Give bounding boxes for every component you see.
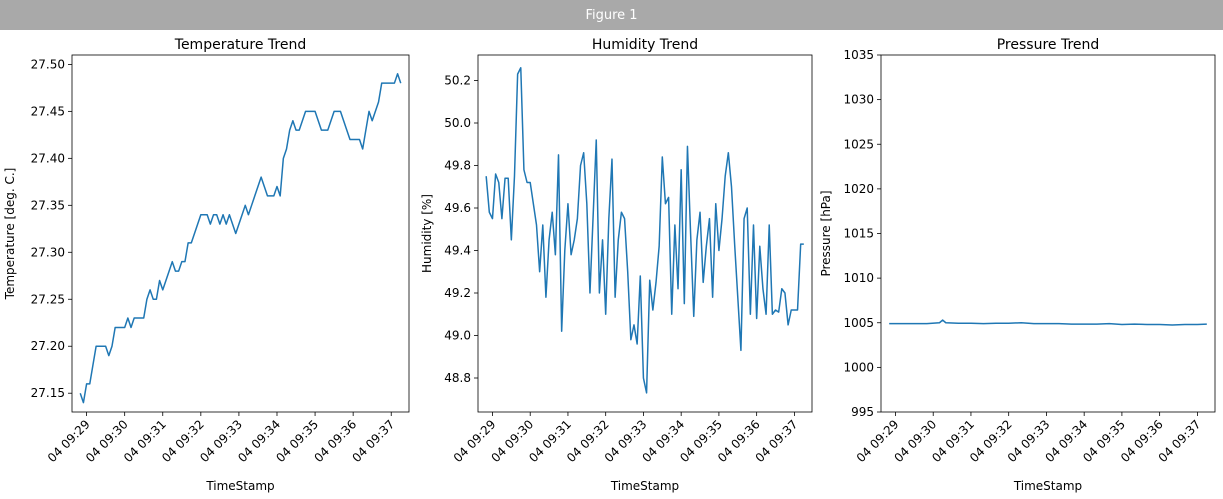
pressure-y-tick-label: 1005 [843, 316, 874, 330]
humidity-y-tick-label: 50.2 [444, 74, 471, 88]
temperature-y-tick-label: 27.30 [31, 245, 65, 259]
temperature-x-axis-label: TimeStamp [205, 479, 274, 493]
humidity-y-tick-label: 49.0 [444, 329, 471, 343]
pressure-y-tick-label: 1010 [843, 271, 874, 285]
figure-canvas: Temperature Trend 27.15 27.20 27.25 27.30 27.… [3, 37, 1216, 493]
temperature-y-tick-label: 27.45 [31, 104, 65, 118]
pressure-trend-chart: Pressure Trend 995 1000 1005 1010 1015 1020 102… [819, 37, 1216, 493]
temperature-x-tick-label: 04 09:37 [349, 417, 397, 465]
temperature-y-tick-label: 27.35 [31, 198, 65, 212]
humidity-x-axis-label: TimeStamp [610, 479, 679, 493]
temperature-y-tick-label: 27.40 [31, 151, 65, 165]
pressure-y-tick-label: 1015 [843, 227, 874, 241]
temperature-chart-title: Temperature Trend [174, 37, 306, 53]
humidity-y-tick-label: 49.4 [444, 244, 471, 258]
temperature-y-axis-label: Temperature [deg. C.] [3, 168, 17, 301]
pressure-chart-title: Pressure Trend [997, 37, 1100, 53]
temperature-series-line [79, 73, 402, 404]
temperature-trend-chart: Temperature Trend 27.15 27.20 27.25 27.30 27.… [3, 37, 410, 493]
humidity-chart-title: Humidity Trend [592, 37, 698, 53]
temperature-y-tick-label: 27.15 [31, 386, 65, 400]
pressure-y-tick-label: 995 [851, 405, 874, 419]
humidity-y-tick-label: 49.2 [444, 286, 471, 300]
pressure-series-line [889, 319, 1207, 326]
humidity-y-tick-label: 50.0 [444, 116, 471, 130]
pressure-y-tick-label: 1020 [843, 182, 874, 196]
humidity-trend-chart: Humidity Trend 48.8 49.0 49.2 49.4 49.6 49.8 50… [420, 37, 813, 493]
pressure-y-tick-label: 1025 [843, 137, 874, 151]
window-titlebar: Figure 1 [0, 0, 1223, 30]
pressure-y-axis-label: Pressure [hPa] [819, 190, 833, 276]
pressure-y-tick-label: 1030 [843, 93, 874, 107]
humidity-axes-frame [477, 54, 813, 413]
pressure-axes-frame [880, 54, 1216, 413]
temperature-axes-frame [71, 54, 410, 413]
humidity-y-tick-label: 48.8 [444, 371, 471, 385]
pressure-y-tick-label: 1000 [843, 360, 874, 374]
humidity-series-line [485, 67, 804, 394]
humidity-y-tick-label: 49.8 [444, 159, 471, 173]
temperature-y-tick-label: 27.25 [31, 292, 65, 306]
temperature-y-tick-label: 27.50 [31, 57, 65, 71]
humidity-y-axis-label: Humidity [%] [420, 194, 434, 273]
temperature-y-tick-label: 27.20 [31, 339, 65, 353]
pressure-y-tick-label: 1035 [843, 48, 874, 62]
humidity-y-tick-label: 49.6 [444, 201, 471, 215]
pressure-x-axis-label: TimeStamp [1013, 479, 1082, 493]
window-title: Figure 1 [585, 7, 638, 23]
